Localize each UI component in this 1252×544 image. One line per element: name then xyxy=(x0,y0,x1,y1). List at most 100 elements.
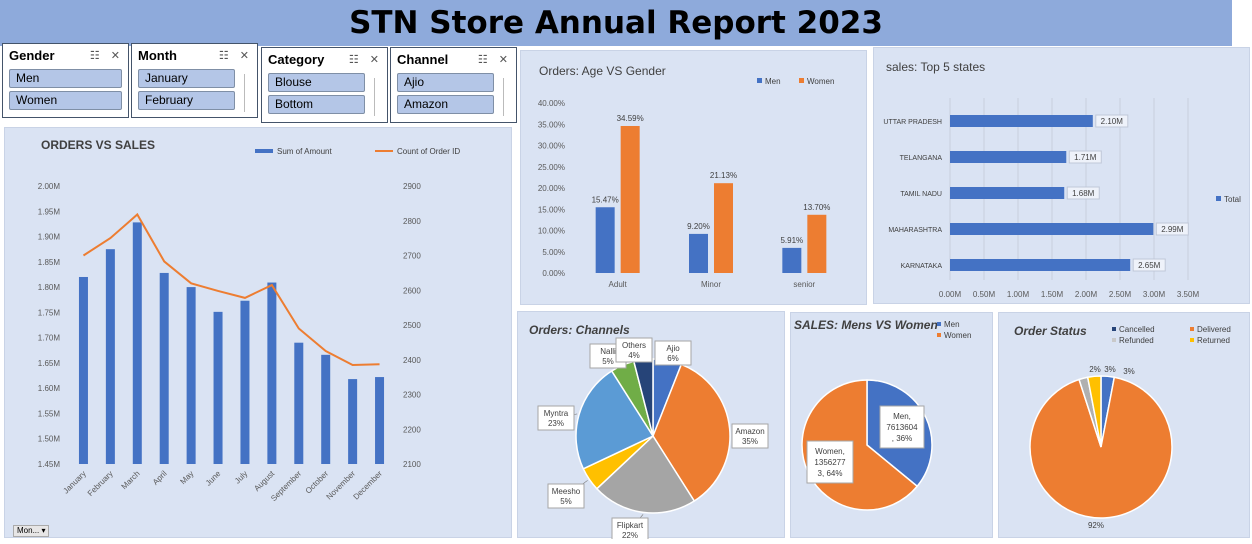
y-tick-label: TAMIL NADU xyxy=(900,191,942,198)
x-tick-label: April xyxy=(151,469,169,487)
line-count-of-order-id xyxy=(82,212,380,366)
data-label-box xyxy=(879,405,925,449)
data-label-box xyxy=(537,405,575,431)
bar-men xyxy=(595,207,615,273)
x-tick-label: May xyxy=(178,469,195,486)
y2-tick-label: 2600 xyxy=(403,286,421,295)
legend-label: Women xyxy=(807,77,834,86)
legend-swatch xyxy=(1190,338,1194,342)
slicer-gender[interactable]: Gender ☷ ✕ Men Women xyxy=(2,43,129,118)
slicer-item-blouse[interactable]: Blouse xyxy=(268,73,365,92)
bar-sum-of-amount xyxy=(159,272,169,464)
y2-tick-label: 2300 xyxy=(403,391,421,400)
bar-men xyxy=(782,247,802,273)
y-tick-label: 1.70M xyxy=(38,334,61,343)
bar-sum-of-amount xyxy=(186,287,196,464)
data-label: Myntra 23% xyxy=(544,409,569,428)
slicer-scrollbar[interactable] xyxy=(503,78,511,116)
top-states-chart[interactable]: sales: Top 5 states Total 0.00M 0.50M 1.00M 1… xyxy=(873,47,1250,304)
slicer-header: Gender ☷ ✕ xyxy=(3,44,128,66)
mens-vs-women-pie-chart[interactable]: SALES: Mens VS Women Men Women Men, 7613604,… xyxy=(790,312,993,538)
dropdown-arrow-icon: ▾ xyxy=(41,526,46,535)
slicer-item-women[interactable]: Women xyxy=(9,91,122,110)
bar-total xyxy=(950,115,1093,127)
slicer-scrollbar[interactable] xyxy=(244,74,252,112)
top-states-svg: sales: Top 5 states Total 0.00M 0.50M 1.00M 1… xyxy=(883,60,1241,299)
x-tick-label: senior xyxy=(793,280,815,289)
data-label: 34.59% xyxy=(617,114,644,123)
order-status-pie-svg: Order Status Cancelled Delivered Refunded Re… xyxy=(1014,324,1231,530)
data-label: 15.47% xyxy=(592,195,619,204)
slicer-item-january[interactable]: January xyxy=(138,69,235,88)
chart-title: Orders: Age VS Gender xyxy=(539,64,666,78)
slice-amazon xyxy=(652,363,731,503)
bar-women xyxy=(620,125,640,274)
multiselect-clear-filter-icon[interactable]: ☷ ✕ xyxy=(89,49,124,62)
slicer-title: Month xyxy=(138,47,177,63)
slicer-item-february[interactable]: February xyxy=(138,91,235,110)
y-tick-label: 10.00% xyxy=(538,227,565,236)
y2-tick-label: 2500 xyxy=(403,321,421,330)
data-label: Others 4% xyxy=(622,341,646,360)
y-tick-label: 1.60M xyxy=(38,384,61,393)
slicer-channel[interactable]: Channel ☷ ✕ Ajio Amazon xyxy=(390,47,517,123)
channels-pie-svg: Orders: Channels Ajio 6% Amazon 35% Flipkart 2… xyxy=(529,323,769,543)
slicer-scrollbar[interactable] xyxy=(374,78,382,116)
age-vs-gender-chart[interactable]: Orders: Age VS Gender Men Women 40.00% 35.00… xyxy=(520,50,867,305)
slicer-category[interactable]: Category ☷ ✕ Blouse Bottom xyxy=(261,47,388,123)
data-label: 1.68M xyxy=(1072,189,1095,198)
y-tick-label: TELANGANA xyxy=(900,155,943,162)
slicer-month[interactable]: Month ☷ ✕ January February xyxy=(131,43,258,118)
bar-total xyxy=(950,259,1131,271)
y-tick-label: 30.00% xyxy=(538,142,565,151)
orders-vs-sales-chart[interactable]: ORDERS VS SALES Sum of Amount Count of Ord… xyxy=(4,127,512,538)
slicer-item-bottom[interactable]: Bottom xyxy=(268,95,365,114)
y-tick-label: 25.00% xyxy=(538,163,565,172)
data-label: Ajio 6% xyxy=(666,344,680,363)
bar-sum-of-amount xyxy=(132,222,142,464)
multiselect-clear-filter-icon[interactable]: ☷ ✕ xyxy=(348,53,383,66)
data-label: 5.91% xyxy=(780,236,803,245)
chart-title: sales: Top 5 states xyxy=(886,60,985,74)
y-tick-label: 15.00% xyxy=(538,205,565,214)
order-status-pie-chart[interactable]: Order Status Cancelled Delivered Refunded Re… xyxy=(998,312,1250,538)
bar-men xyxy=(689,233,708,273)
y2-tick-label: 2700 xyxy=(403,252,421,261)
data-label: 13.70% xyxy=(803,203,830,212)
multiselect-clear-filter-icon[interactable]: ☷ ✕ xyxy=(218,49,253,62)
data-label-box xyxy=(1066,186,1100,200)
slicer-item-amazon[interactable]: Amazon xyxy=(397,95,494,114)
bar-sum-of-amount xyxy=(240,300,250,464)
bar-total xyxy=(950,151,1067,163)
data-label-box xyxy=(731,423,769,449)
legend-swatch xyxy=(1190,327,1194,331)
slicer-header: Category ☷ ✕ xyxy=(262,48,387,70)
month-filter-button[interactable]: Mon... ▾ xyxy=(13,525,50,537)
chart-title: SALES: Mens VS Women xyxy=(794,318,938,332)
legend-label: Returned xyxy=(1197,336,1230,345)
slicer-item-ajio[interactable]: Ajio xyxy=(397,73,494,92)
data-label: 1.71M xyxy=(1074,153,1097,162)
legend-label: Count of Order ID xyxy=(397,147,460,156)
data-label: Nalli 5% xyxy=(600,347,616,366)
y-tick-label: 40.00% xyxy=(538,99,565,108)
slicer-title: Category xyxy=(268,51,325,67)
slicer-item-men[interactable]: Men xyxy=(9,69,122,88)
channels-pie-chart[interactable]: Orders: Channels Ajio 6% Amazon 35% Flipkart 2… xyxy=(517,311,785,543)
y-tick-label: 5.00% xyxy=(542,248,565,257)
x-tick-label: 3.50M xyxy=(1177,290,1200,299)
data-label: Men, 7613604, 36% xyxy=(886,412,918,443)
mens-vs-women-pie-svg: SALES: Mens VS Women Men Women Men, 7613604,… xyxy=(794,318,971,511)
data-label: 2% xyxy=(1089,365,1101,374)
x-tick-label: August xyxy=(252,469,277,494)
report-title-bar: STN Store Annual Report 2023 xyxy=(0,0,1232,46)
report-title: STN Store Annual Report 2023 xyxy=(349,5,883,41)
legend-label: Men xyxy=(944,320,960,329)
x-tick-label: October xyxy=(304,469,331,496)
y-tick-label: 1.85M xyxy=(38,258,61,267)
data-label-box xyxy=(654,340,692,366)
multiselect-clear-filter-icon[interactable]: ☷ ✕ xyxy=(477,53,512,66)
y-tick-label: 1.50M xyxy=(38,435,61,444)
bar-sum-of-amount xyxy=(321,354,331,464)
data-label: Flipkart 22% xyxy=(617,521,644,539)
